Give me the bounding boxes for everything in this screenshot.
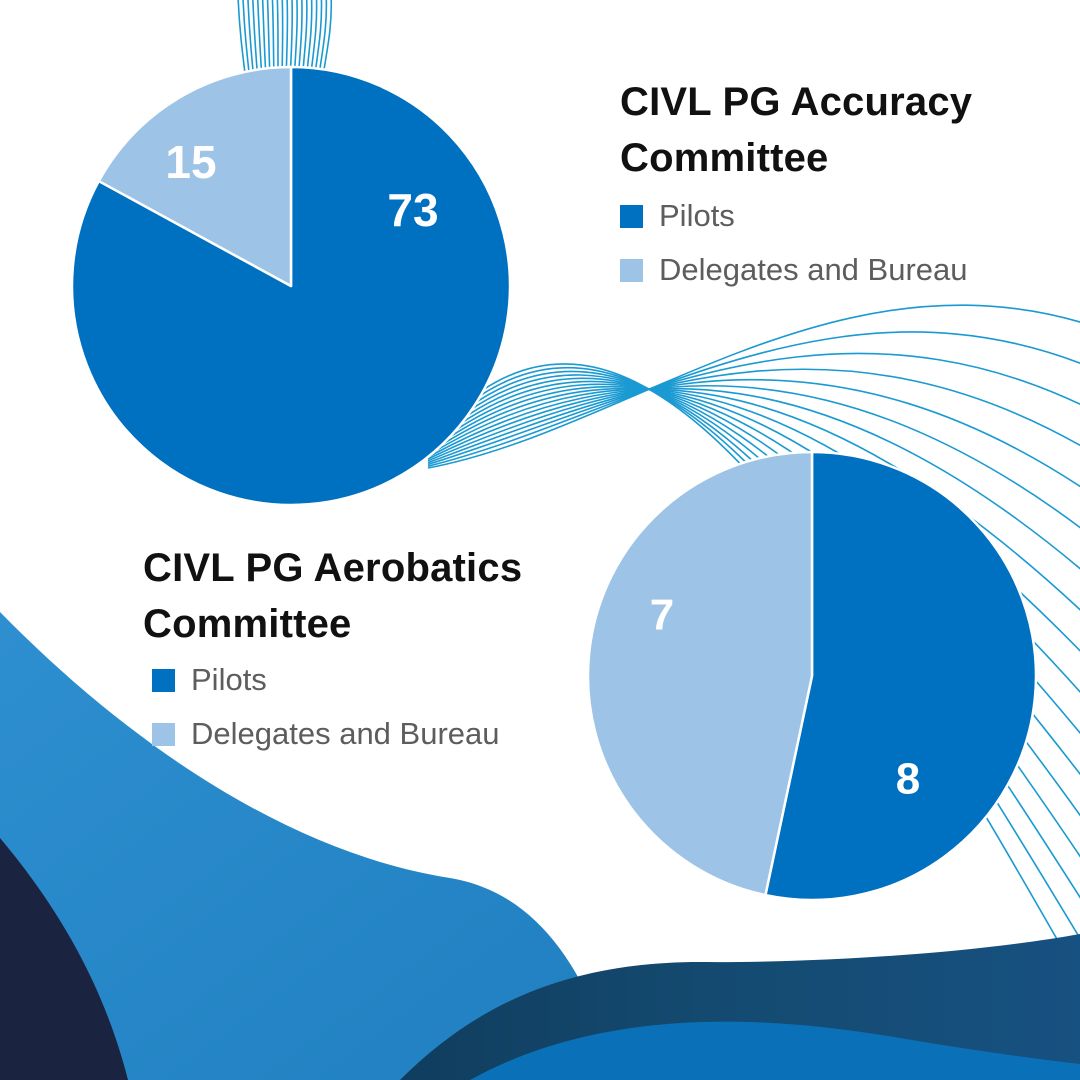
thin-line — [427, 385, 1080, 529]
pie-value-label: 7 — [650, 591, 674, 640]
accuracy-chart-title: CIVL PG Accuracy Committee — [620, 80, 973, 180]
pie-slice-pilots — [764, 450, 1038, 902]
pie-slice-delegates-and-bureau — [97, 65, 293, 288]
thin-line — [427, 352, 1080, 466]
legend-label: Pilots — [659, 198, 735, 233]
pie-value-label: 8 — [896, 755, 920, 804]
wave-bright-blue-shape — [0, 612, 618, 1080]
thin-line — [427, 331, 1080, 467]
accuracy-legend: Pilots Delegates and Bureau — [620, 200, 968, 308]
thin-line — [427, 304, 1080, 469]
pie-chart-1: 87 — [586, 450, 1038, 902]
thin-line — [427, 378, 1080, 488]
bottom-wave-shapes — [0, 612, 1080, 1080]
pilots-swatch-icon — [152, 668, 175, 692]
aerobatics-chart-title: CIVL PG Aerobatics Committee — [143, 546, 523, 646]
thin-line — [427, 368, 1080, 464]
pie-value-label: 73 — [387, 184, 438, 236]
legend-item-pilots: Pilots — [152, 664, 500, 696]
aerobatics-legend: Pilots Delegates and Bureau — [152, 664, 500, 772]
legend-label: Pilots — [191, 662, 267, 697]
delegates-swatch-icon — [620, 258, 643, 282]
legend-label: Delegates and Bureau — [191, 716, 500, 751]
legend-item-pilots: Pilots — [620, 200, 968, 232]
pie-slice-delegates-and-bureau — [586, 450, 814, 897]
wave-bottom-blue-shape — [470, 1021, 1080, 1080]
legend-label: Delegates and Bureau — [659, 252, 968, 287]
pilots-swatch-icon — [620, 204, 643, 228]
wave-navy-corner-shape — [0, 838, 128, 1080]
thin-line — [427, 387, 1080, 570]
pie-value-label: 15 — [165, 136, 216, 188]
pie-chart-0: 73 15 — [70, 65, 512, 507]
delegates-swatch-icon — [152, 722, 175, 746]
legend-item-delegates: Delegates and Bureau — [620, 254, 968, 286]
legend-item-delegates: Delegates and Bureau — [152, 718, 500, 750]
thin-line — [427, 388, 1080, 611]
